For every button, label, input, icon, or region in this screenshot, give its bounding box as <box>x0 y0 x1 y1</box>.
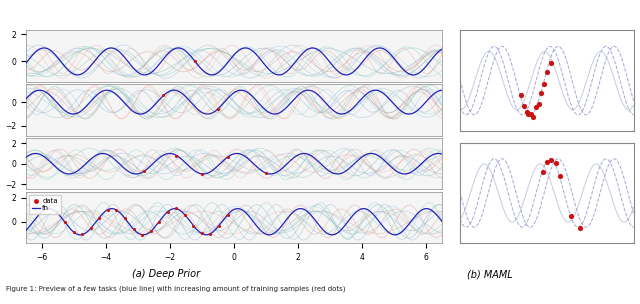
Point <box>171 206 181 211</box>
Point <box>51 209 61 214</box>
Point <box>171 154 181 158</box>
Point <box>223 155 233 160</box>
Point <box>536 91 547 96</box>
Point <box>523 112 533 117</box>
Text: (a) Deep Prior: (a) Deep Prior <box>132 269 200 279</box>
Text: Figure 1: Preview of a few tasks (blue line) with increasing amount of training : Figure 1: Preview of a few tasks (blue l… <box>6 286 346 292</box>
Point <box>190 59 200 64</box>
Point <box>103 207 113 212</box>
Point <box>519 103 529 108</box>
Point <box>538 170 548 175</box>
Point <box>120 216 130 220</box>
Point <box>196 231 207 236</box>
Point <box>541 69 552 74</box>
Legend: data, fn: data, fn <box>29 195 61 214</box>
Point <box>111 208 122 212</box>
Point <box>163 209 173 214</box>
Point <box>94 215 104 220</box>
Point <box>158 93 168 98</box>
Text: (b) MAML: (b) MAML <box>467 269 513 279</box>
Point <box>525 111 536 116</box>
Point <box>522 109 532 114</box>
Point <box>528 114 538 119</box>
Point <box>546 60 556 65</box>
Point <box>154 219 164 224</box>
Point <box>68 230 79 235</box>
Point <box>539 82 549 87</box>
Point <box>139 169 149 174</box>
Point <box>534 101 544 106</box>
Point <box>566 214 576 219</box>
Point <box>137 232 147 237</box>
Point <box>546 158 556 163</box>
Point <box>188 223 198 228</box>
Point <box>43 206 53 211</box>
Point <box>60 220 70 225</box>
Point <box>77 232 87 237</box>
Point <box>516 92 527 97</box>
Point <box>129 227 139 232</box>
Point <box>205 232 216 237</box>
Point <box>212 106 223 111</box>
Point <box>223 212 233 217</box>
Point <box>180 212 190 217</box>
Point <box>196 172 207 177</box>
Point <box>541 159 552 164</box>
Point <box>575 225 586 230</box>
Point <box>145 229 156 233</box>
Point <box>551 161 561 166</box>
Point <box>531 105 541 109</box>
Point <box>214 223 224 228</box>
Point <box>86 226 96 231</box>
Point <box>555 174 565 178</box>
Point <box>261 171 271 176</box>
